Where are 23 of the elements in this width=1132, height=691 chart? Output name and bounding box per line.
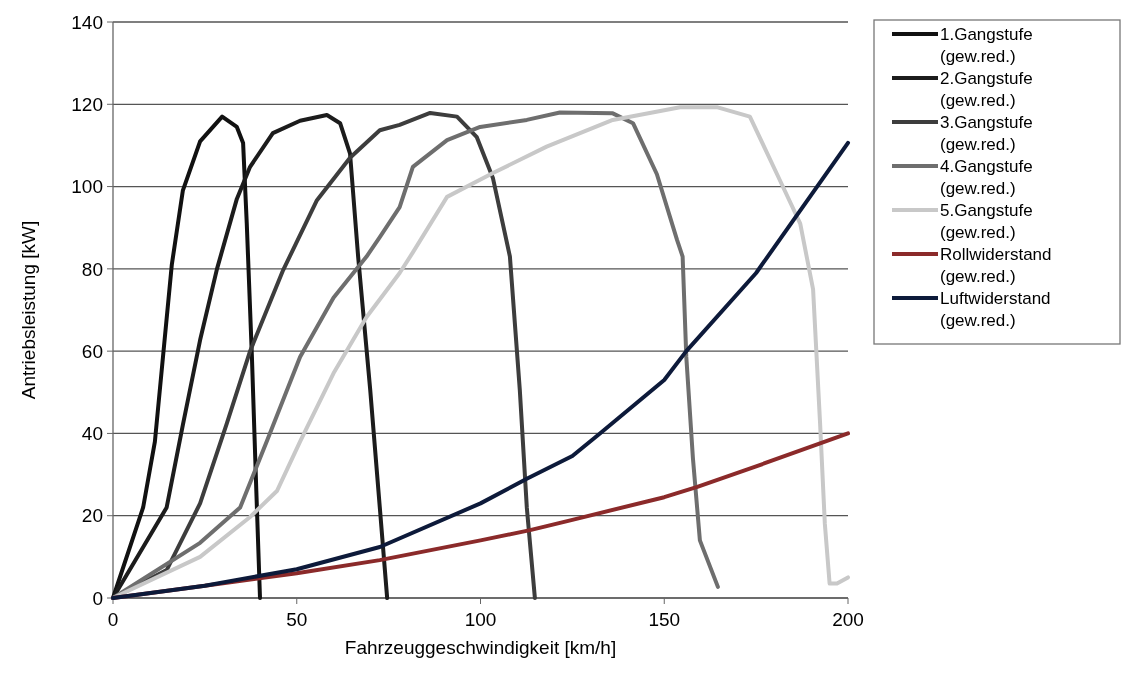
x-tick-label: 100 <box>464 609 497 630</box>
x-tick-label: 0 <box>107 609 119 630</box>
x-tick-label: 50 <box>286 609 308 630</box>
y-tick-label: 140 <box>71 11 103 33</box>
x-tick-label: 150 <box>648 609 681 630</box>
x-tick-label: 200 <box>832 609 864 630</box>
legend-label: 4.Gangstufe (gew.red.) <box>940 156 1033 198</box>
legend-label: Rollwiderstand (gew.red.) <box>940 244 1052 286</box>
legend-label: Luftwiderstand (gew.red.) <box>940 288 1051 330</box>
y-axis-title: Antriebsleistung [kW] <box>18 220 39 400</box>
y-tick-label: 40 <box>81 423 103 445</box>
y-tick-label: 60 <box>81 340 103 362</box>
y-tick-label: 0 <box>92 587 103 609</box>
y-tick-label: 100 <box>71 176 103 198</box>
y-tick-label: 120 <box>71 93 103 115</box>
x-axis-title: Fahrzeuggeschwindigkeit [km/h] <box>344 637 617 658</box>
legend-label: 1.Gangstufe (gew.red.) <box>940 24 1033 66</box>
legend-label: 2.Gangstufe (gew.red.) <box>940 68 1033 110</box>
legend-label: 3.Gangstufe (gew.red.) <box>940 112 1033 154</box>
y-tick-label: 80 <box>81 258 103 280</box>
y-tick-label: 20 <box>81 505 103 527</box>
line-series <box>111 112 390 600</box>
legend-label: 5.Gangstufe (gew.red.) <box>940 200 1033 242</box>
